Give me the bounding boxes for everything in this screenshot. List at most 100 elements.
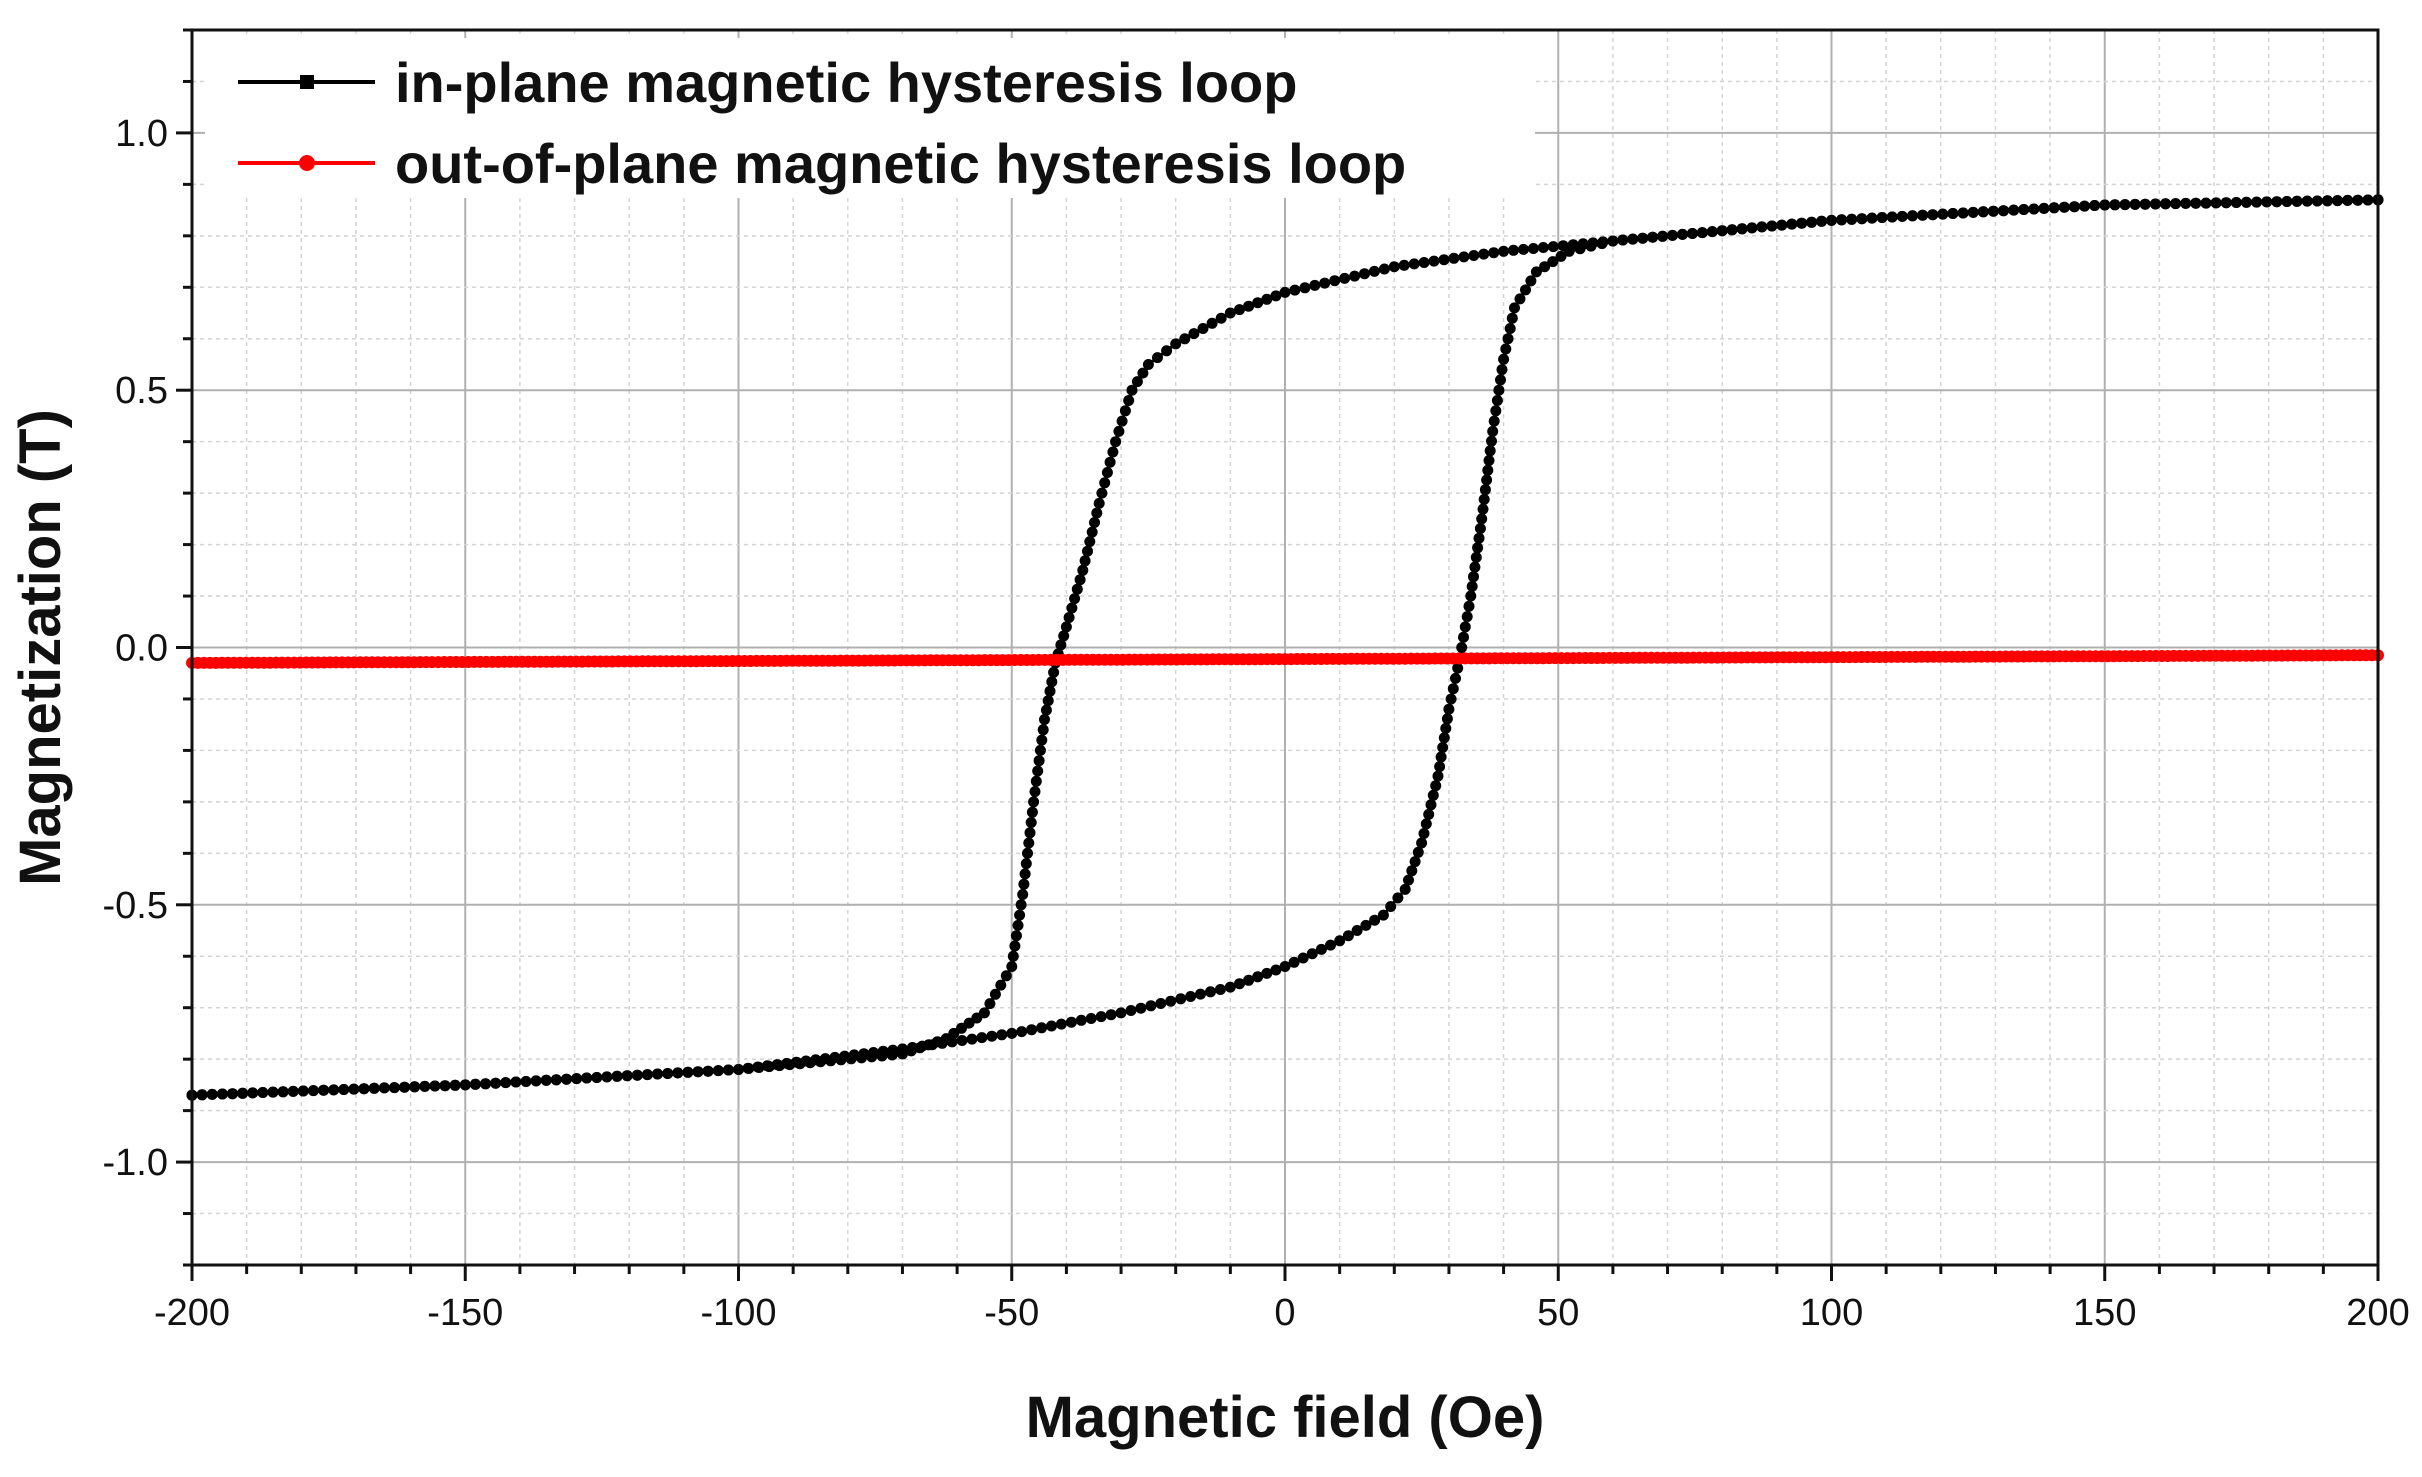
data-point <box>1388 261 1400 273</box>
data-point <box>1907 210 1918 222</box>
data-point <box>1403 874 1414 886</box>
data-point <box>946 1036 958 1048</box>
data-point <box>1131 376 1143 388</box>
data-point <box>1188 328 1200 340</box>
data-point <box>1069 593 1081 605</box>
data-point <box>1252 971 1264 983</box>
data-point <box>1135 1002 1147 1014</box>
data-point <box>1468 571 1479 583</box>
data-point <box>1484 445 1496 457</box>
data-point <box>1423 808 1435 820</box>
data-point <box>388 1082 400 1094</box>
data-point <box>1846 213 1858 225</box>
data-point <box>1786 218 1798 230</box>
data-point <box>1329 275 1341 287</box>
data-point <box>318 1084 330 1096</box>
data-point <box>297 1085 309 1097</box>
data-point <box>2352 194 2364 206</box>
data-point <box>419 1080 431 1092</box>
data-point <box>1010 930 1022 942</box>
data-point <box>1525 275 1537 287</box>
data-point <box>1369 914 1381 926</box>
data-point <box>247 1087 259 1099</box>
data-point <box>996 1029 1008 1041</box>
y-tick-label: -1.0 <box>103 1142 168 1184</box>
data-point <box>1555 250 1567 262</box>
data-point <box>1481 474 1493 486</box>
data-point <box>1468 250 1480 261</box>
data-point <box>1093 497 1105 509</box>
data-point <box>1508 244 1519 256</box>
data-point <box>1937 208 1949 220</box>
data-point <box>1452 662 1464 674</box>
data-point <box>1006 961 1018 972</box>
data-point <box>307 1085 319 1097</box>
data-point <box>530 1075 542 1087</box>
data-point <box>1077 564 1089 576</box>
data-point <box>459 1079 471 1091</box>
data-point <box>1491 395 1503 406</box>
data-point <box>2362 194 2374 206</box>
data-point <box>2149 198 2161 210</box>
data-point <box>1206 317 1218 329</box>
data-point <box>1018 878 1030 890</box>
data-point <box>1351 925 1363 936</box>
data-point <box>2038 202 2050 214</box>
data-point <box>1459 621 1471 633</box>
data-point <box>1270 964 1282 976</box>
data-point <box>790 1056 802 1068</box>
data-point <box>206 1088 218 1100</box>
data-point <box>328 1084 340 1096</box>
data-point <box>1360 919 1372 931</box>
x-tick-label: 200 <box>2346 1292 2409 1334</box>
data-point <box>1466 580 1478 592</box>
data-point <box>1527 243 1539 254</box>
data-point <box>1289 284 1301 296</box>
data-point <box>1458 251 1470 263</box>
data-point <box>810 1054 822 1066</box>
data-point <box>1214 984 1226 995</box>
data-point <box>1478 248 1490 260</box>
data-point <box>1009 940 1021 952</box>
data-point <box>839 1050 851 1062</box>
data-point <box>926 1039 938 1051</box>
data-point <box>1319 277 1331 289</box>
data-point <box>1334 935 1346 947</box>
data-point <box>1279 286 1291 298</box>
data-point <box>1498 353 1510 365</box>
data-point <box>1463 600 1475 612</box>
data-point <box>257 1087 269 1098</box>
data-point <box>1490 405 1502 417</box>
data-point <box>1234 304 1245 316</box>
data-point <box>1427 789 1439 801</box>
data-point <box>1040 704 1052 716</box>
data-point <box>1465 590 1477 602</box>
data-point <box>2048 202 2060 214</box>
data-point <box>1105 1009 1117 1021</box>
data-point <box>1007 950 1019 962</box>
data-point <box>1488 247 1500 259</box>
data-point <box>1876 212 1888 223</box>
data-point <box>2079 200 2090 212</box>
data-point <box>1170 338 1182 350</box>
data-point <box>2240 196 2252 208</box>
data-point <box>936 1037 948 1049</box>
data-point <box>196 1089 208 1101</box>
data-point <box>1306 948 1318 960</box>
data-point <box>1726 224 1738 236</box>
data-point <box>1000 970 1012 982</box>
data-point <box>348 1083 360 1095</box>
data-point <box>1518 243 1529 255</box>
data-point <box>1504 323 1516 334</box>
data-point <box>1065 1016 1077 1028</box>
data-point <box>1796 217 1808 229</box>
data-point <box>1091 507 1103 519</box>
data-point <box>662 1068 674 1079</box>
data-point <box>1409 856 1421 868</box>
data-point <box>2109 199 2121 211</box>
data-point <box>1418 828 1430 839</box>
data-point <box>1377 909 1389 921</box>
data-point <box>1029 786 1041 798</box>
data-point <box>1026 1024 1038 1036</box>
